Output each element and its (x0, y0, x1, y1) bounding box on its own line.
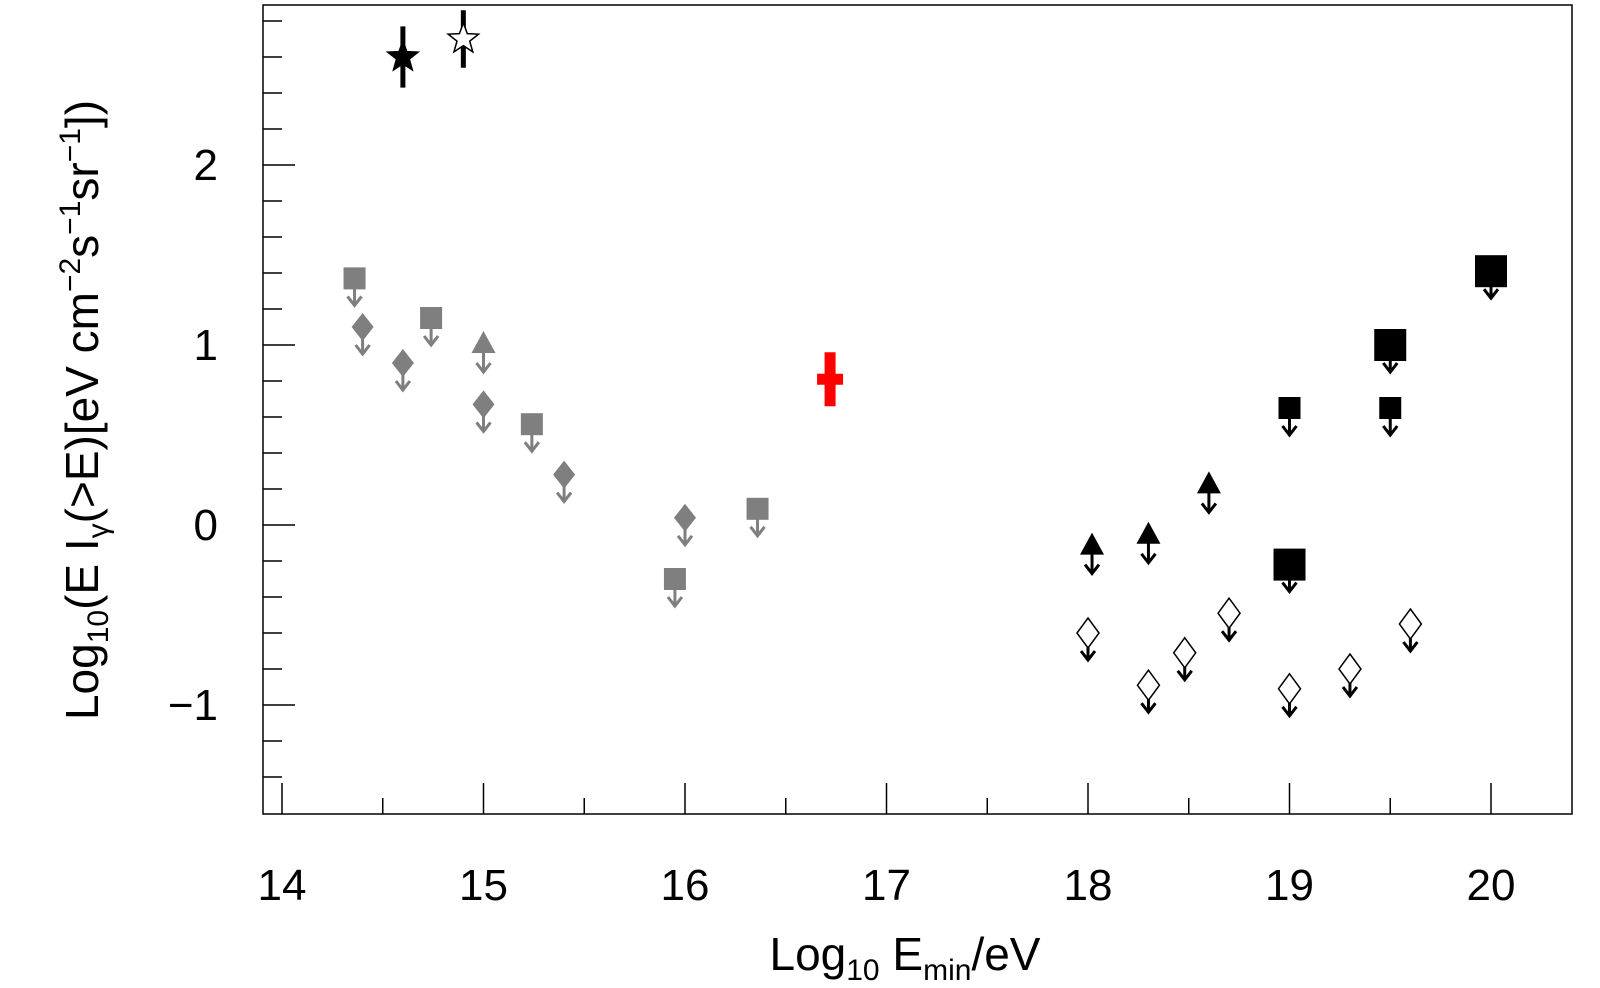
open-diamond-marker-arrow-head (1220, 630, 1238, 643)
triangle-marker (1080, 532, 1105, 555)
open-diamond-marker-arrow-head (1140, 702, 1157, 715)
square-marker-arrow-head (523, 441, 541, 454)
open-diamond-marker-arrow-head (1341, 686, 1359, 699)
large-square-marker-arrow-head (1482, 288, 1500, 301)
open-diamond-marker-arrow-head (1281, 705, 1298, 719)
triangle-marker (1136, 521, 1161, 544)
data-marks (343, 10, 1507, 719)
open-star-marker (446, 20, 481, 54)
open-diamond-marker (1338, 652, 1362, 686)
open-diamond-marker (1217, 596, 1241, 630)
x-tick-label: 20 (1467, 861, 1516, 910)
y-tick-label: 1 (194, 321, 218, 370)
open-diamond-marker-arrow-head (1079, 650, 1097, 663)
y-axis-title: Log10(E Iγ(>E)[eV cm−2s−1sr−1]) (54, 100, 115, 720)
y-tick-label: 2 (194, 141, 218, 190)
open-diamond-marker (1172, 636, 1197, 670)
square-marker-arrow-head (346, 295, 363, 308)
open-diamond-marker (1398, 607, 1423, 641)
open-diamond-marker-arrow-head (1176, 669, 1193, 683)
diamond-marker-arrow-head (475, 421, 492, 434)
open-diamond-marker-arrow-head (1402, 641, 1419, 654)
x-tick-label: 14 (258, 861, 307, 910)
triangle-marker-arrow-head (1083, 563, 1101, 577)
diamond-marker-arrow-head (394, 380, 412, 393)
triangle-marker (1196, 471, 1221, 494)
large-square-marker-arrow-head (1281, 581, 1298, 595)
square-marker-arrow-head (1382, 425, 1399, 438)
square-marker-arrow-head (666, 596, 684, 609)
x-tick-label: 17 (862, 861, 911, 910)
y-tick-label: 0 (194, 501, 218, 550)
triangle-marker (471, 331, 496, 353)
triangle-marker-arrow-head (1200, 502, 1218, 515)
open-diamond-marker (1076, 616, 1100, 650)
square-marker-arrow-head (422, 335, 440, 348)
y-tick-label: −1 (168, 681, 218, 730)
square-marker-arrow-head (1281, 425, 1298, 438)
triangle-marker-arrow-head (475, 362, 492, 375)
large-square-marker-arrow-head (1382, 362, 1399, 375)
triangle-marker-arrow-head (1140, 552, 1157, 566)
x-tick-label: 15 (459, 861, 508, 910)
x-tick-label: 19 (1265, 861, 1314, 910)
open-diamond-marker (1277, 672, 1302, 706)
x-axis-title: Log10 Emin/eV (770, 928, 1041, 987)
x-tick-label: 16 (661, 861, 710, 910)
diamond-marker-arrow-head (676, 534, 694, 548)
diamond-marker-arrow-head (555, 491, 573, 505)
open-diamond-marker (1136, 668, 1161, 702)
axis-ticks: 14 15 16 17 18 19 20 −1 0 1 2 (168, 20, 1516, 910)
diamond-marker-arrow-head (354, 344, 371, 357)
plot-frame (262, 4, 1573, 815)
square-marker-arrow-head (749, 525, 766, 539)
filled-star-marker (385, 38, 421, 72)
x-tick-label: 18 (1064, 861, 1113, 910)
